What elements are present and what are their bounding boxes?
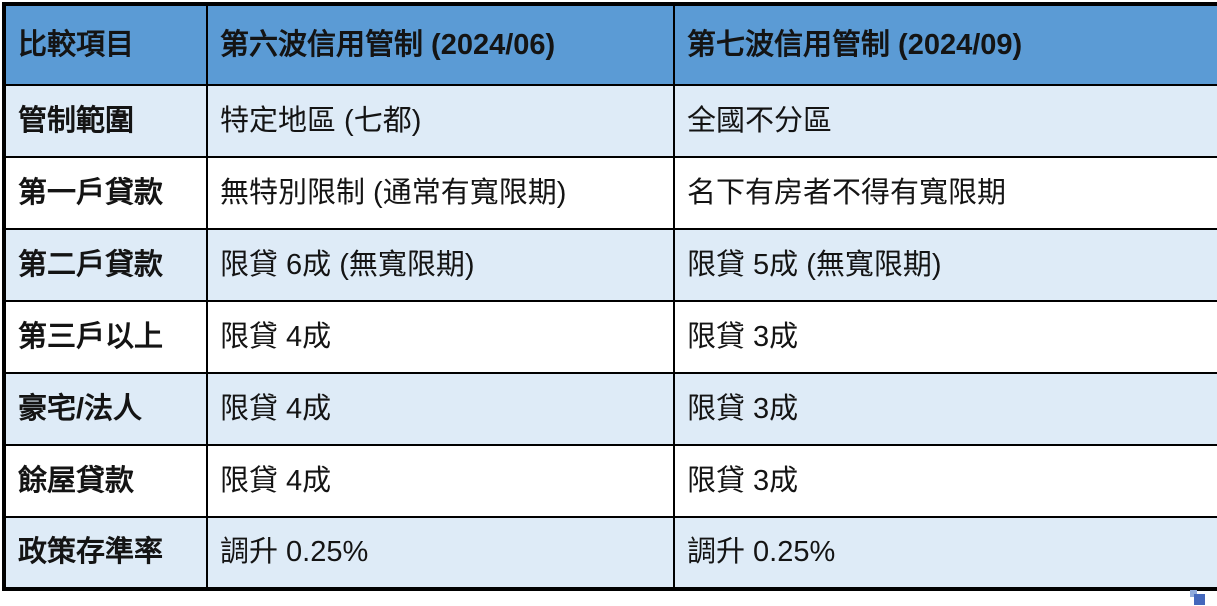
- row-header-cell: 豪宅/法人: [3, 372, 208, 446]
- table-row: 第二戶貸款 限貸 6成 (無寬限期) 限貸 5成 (無寬限期): [3, 228, 1217, 302]
- table-row: 第三戶以上 限貸 4成 限貸 3成: [3, 300, 1217, 374]
- table-cell: 限貸 3成: [673, 300, 1217, 374]
- row-header-cell: 管制範圍: [3, 84, 208, 158]
- row-header-cell: 政策存準率: [3, 516, 208, 590]
- table-row: 政策存準率 調升 0.25% 調升 0.25%: [3, 516, 1217, 590]
- table-cell: 全國不分區: [673, 84, 1217, 158]
- table-cell: 調升 0.25%: [206, 516, 675, 590]
- table-cell: 限貸 4成: [206, 372, 675, 446]
- row-header-cell: 第一戶貸款: [3, 156, 208, 230]
- row-header-cell: 餘屋貸款: [3, 444, 208, 518]
- table-cell: 限貸 3成: [673, 444, 1217, 518]
- row-header-cell: 第三戶以上: [3, 300, 208, 374]
- table-cell: 限貸 4成: [206, 444, 675, 518]
- table-cell: 特定地區 (七都): [206, 84, 675, 158]
- table-row: 管制範圍 特定地區 (七都) 全國不分區: [3, 84, 1217, 158]
- table-cell: 限貸 3成: [673, 372, 1217, 446]
- table-cell: 調升 0.25%: [673, 516, 1217, 590]
- header-row: 比較項目 第六波信用管制 (2024/06) 第七波信用管制 (2024/09): [3, 3, 1217, 86]
- table-cell: 名下有房者不得有寬限期: [673, 156, 1217, 230]
- row-header-cell: 第二戶貸款: [3, 228, 208, 302]
- table-cell: 無特別限制 (通常有寬限期): [206, 156, 675, 230]
- resize-handle-icon[interactable]: [1190, 590, 1206, 606]
- table-row: 餘屋貸款 限貸 4成 限貸 3成: [3, 444, 1217, 518]
- column-header-wave6: 第六波信用管制 (2024/06): [206, 3, 675, 86]
- credit-control-comparison-table: 比較項目 第六波信用管制 (2024/06) 第七波信用管制 (2024/09)…: [2, 2, 1217, 591]
- column-header-item: 比較項目: [3, 3, 208, 86]
- table-row: 第一戶貸款 無特別限制 (通常有寬限期) 名下有房者不得有寬限期: [3, 156, 1217, 230]
- table-cell: 限貸 5成 (無寬限期): [673, 228, 1217, 302]
- table-cell: 限貸 4成: [206, 300, 675, 374]
- table-cell: 限貸 6成 (無寬限期): [206, 228, 675, 302]
- table-row: 豪宅/法人 限貸 4成 限貸 3成: [3, 372, 1217, 446]
- column-header-wave7: 第七波信用管制 (2024/09): [673, 3, 1217, 86]
